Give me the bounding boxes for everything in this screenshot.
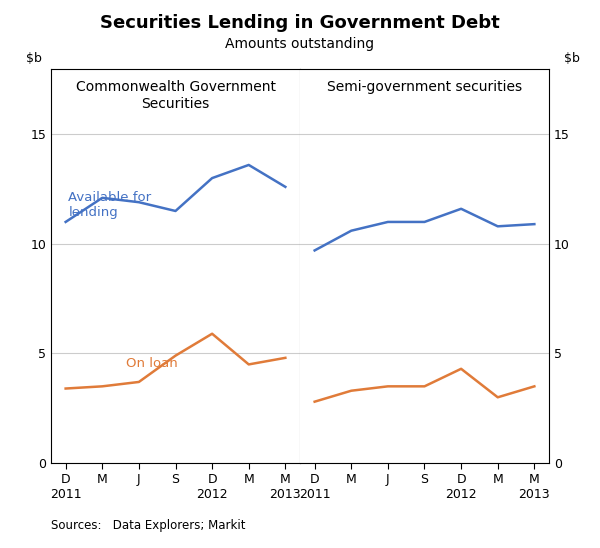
Text: $b: $b — [564, 52, 580, 65]
Text: Commonwealth Government
Securities: Commonwealth Government Securities — [76, 81, 275, 111]
Text: Securities Lending in Government Debt: Securities Lending in Government Debt — [100, 14, 500, 32]
Text: Available for
lending: Available for lending — [68, 191, 152, 219]
Text: Amounts outstanding: Amounts outstanding — [226, 37, 374, 52]
Text: $b: $b — [26, 52, 42, 65]
Text: On loan: On loan — [126, 357, 178, 369]
Text: Semi-government securities: Semi-government securities — [327, 81, 522, 94]
Text: Sources:   Data Explorers; Markit: Sources: Data Explorers; Markit — [51, 518, 245, 532]
